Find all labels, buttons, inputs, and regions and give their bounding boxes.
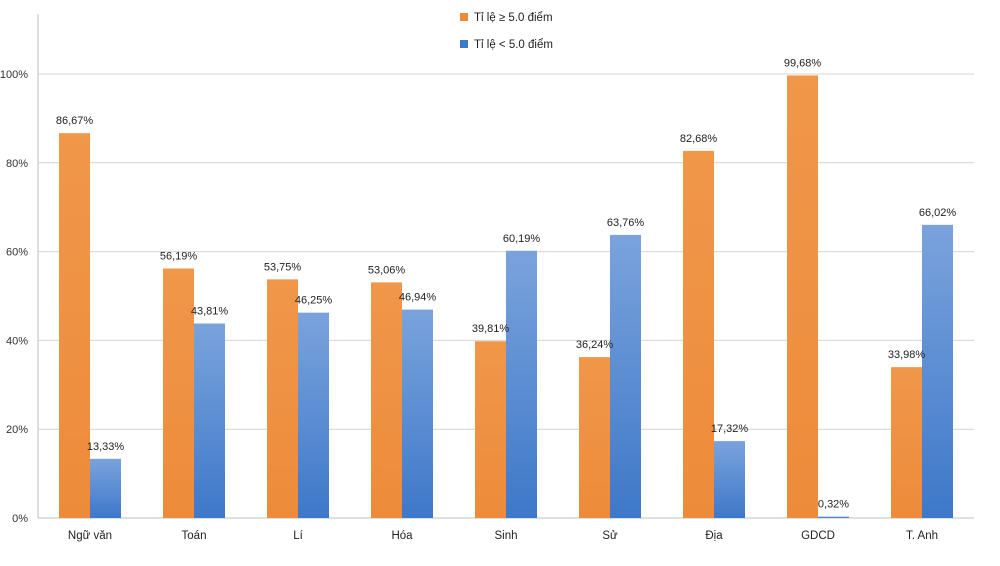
legend-label-1: Tỉ lệ < 5.0 điểm (474, 39, 553, 51)
data-label: 60,19% (503, 233, 541, 245)
data-label: 33,98% (888, 349, 926, 361)
data-label: 0,32% (818, 499, 849, 511)
bar-fail-2 (298, 312, 329, 518)
x-category-label: Ngữ văn (68, 530, 112, 542)
bar-fail-4 (506, 250, 537, 518)
bar-fail-8 (922, 224, 953, 518)
data-label: 53,75% (264, 261, 302, 273)
data-label: 99,68% (784, 57, 822, 69)
data-label: 43,81% (191, 305, 229, 317)
bar-pass-2 (267, 279, 298, 518)
y-tick-label: 0% (12, 513, 28, 525)
x-category-label: Sinh (494, 530, 517, 542)
legend-swatch-1 (460, 40, 468, 48)
data-label: 17,32% (711, 423, 749, 435)
x-category-label: T. Anh (906, 530, 938, 542)
bar-pass-0 (59, 133, 90, 519)
x-category-label: Sử (602, 530, 618, 542)
legend-swatch-0 (460, 13, 468, 21)
y-tick-label: 80% (6, 158, 28, 170)
x-category-label: Địa (705, 530, 723, 542)
bar-fail-1 (194, 323, 225, 518)
bar-fail-7 (818, 516, 849, 518)
y-tick-label: 20% (6, 424, 28, 436)
legend: Tỉ lệ ≥ 5.0 điểm Tỉ lệ < 5.0 điểm (460, 12, 553, 51)
bars (59, 75, 953, 519)
x-category-label: Toán (182, 530, 207, 542)
bar-fail-0 (90, 458, 121, 518)
data-label: 63,76% (607, 217, 645, 229)
data-labels: 86,67% 13,33% 56,19% 43,81% 53,75% 46,25% 53,0… (56, 57, 957, 510)
data-label: 53,06% (368, 264, 406, 276)
data-label: 39,81% (472, 323, 510, 335)
data-label: 66,02% (919, 207, 957, 219)
bar-pass-7 (787, 75, 818, 518)
bar-pass-5 (579, 357, 610, 518)
y-axis-ticks: 0% 20% 40% 60% 80% 100% (0, 69, 28, 525)
legend-label-0: Tỉ lệ ≥ 5.0 điểm (474, 12, 553, 24)
x-category-label: GDCD (801, 530, 835, 542)
data-label: 56,19% (160, 251, 198, 263)
data-label: 13,33% (87, 441, 125, 453)
data-label: 82,68% (680, 133, 718, 145)
bar-fail-5 (610, 234, 641, 519)
bar-fail-6 (714, 441, 745, 518)
y-tick-label: 60% (6, 247, 28, 259)
bar-fail-3 (402, 309, 433, 518)
x-category-label: Lí (293, 530, 303, 542)
y-tick-label: 40% (6, 335, 28, 347)
bar-pass-1 (163, 268, 194, 518)
data-label: 36,24% (576, 339, 614, 351)
bar-pass-4 (475, 341, 506, 518)
x-category-label: Hóa (391, 530, 413, 542)
data-label: 46,25% (295, 295, 333, 307)
data-label: 86,67% (56, 115, 94, 127)
bar-pass-8 (891, 367, 922, 518)
x-axis-categories: Ngữ văn Toán Lí Hóa Sinh Sử Địa GDCD T. Anh (68, 530, 938, 542)
y-tick-label: 100% (0, 69, 28, 81)
bar-pass-6 (683, 150, 714, 518)
bar-pass-3 (371, 282, 402, 518)
data-label: 46,94% (399, 292, 437, 304)
